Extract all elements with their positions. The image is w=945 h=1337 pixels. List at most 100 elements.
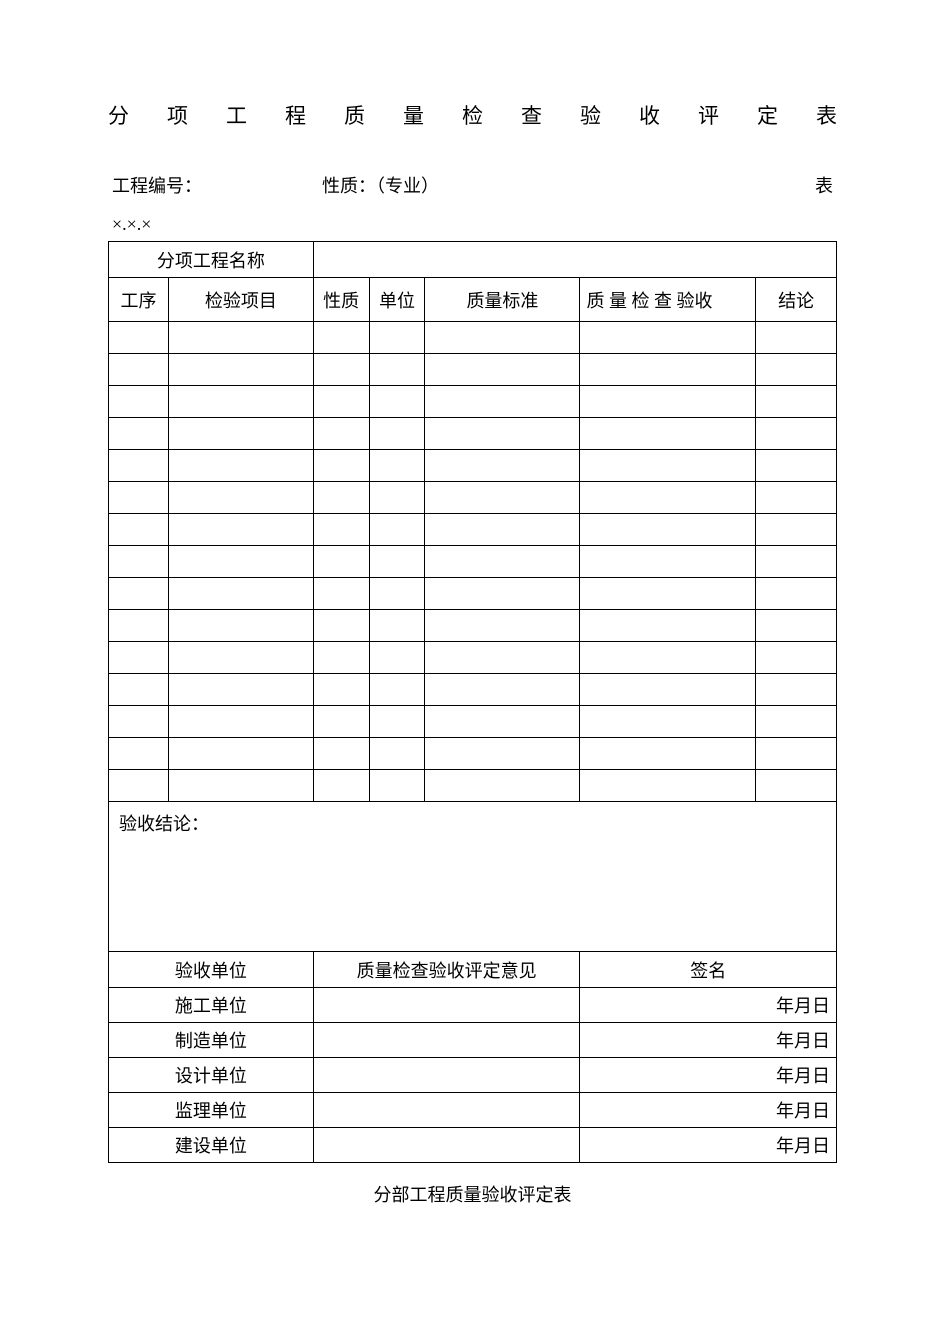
table-cell [369, 514, 425, 546]
table-cell [168, 642, 313, 674]
signature-unit-label: 施工单位 [109, 988, 314, 1023]
table-cell [313, 674, 369, 706]
signature-row: 建设单位年月日 [109, 1128, 837, 1163]
table-cell [168, 738, 313, 770]
th-sub-project-value [313, 242, 836, 278]
signature-row: 监理单位年月日 [109, 1093, 837, 1128]
table-cell [756, 514, 837, 546]
table-cell [168, 706, 313, 738]
table-cell [580, 610, 756, 642]
table-cell [756, 354, 837, 386]
table-row [109, 450, 837, 482]
table-cell [168, 450, 313, 482]
signature-header-row: 验收单位 质量检查验收评定意见 签名 [109, 952, 837, 988]
table-cell [109, 322, 169, 354]
signature-opinion-cell [313, 1128, 580, 1163]
table-cell [425, 738, 580, 770]
table-cell [369, 322, 425, 354]
table-cell [369, 354, 425, 386]
th-sub-project-name: 分项工程名称 [109, 242, 314, 278]
table-cell [425, 770, 580, 802]
table-cell [313, 418, 369, 450]
table-cell [425, 322, 580, 354]
table-cell [313, 578, 369, 610]
signature-date-cell: 年月日 [580, 1093, 837, 1128]
table-cell [425, 546, 580, 578]
table-row [109, 578, 837, 610]
table-cell [369, 738, 425, 770]
table-cell [168, 546, 313, 578]
th-nature: 性质 [313, 278, 369, 322]
table-cell [425, 674, 580, 706]
table-cell [425, 354, 580, 386]
table-cell [580, 642, 756, 674]
table-cell [369, 450, 425, 482]
table-row [109, 482, 837, 514]
table-cell [580, 578, 756, 610]
table-row [109, 322, 837, 354]
table-cell [369, 770, 425, 802]
table-cell [109, 738, 169, 770]
signature-row: 施工单位年月日 [109, 988, 837, 1023]
signature-unit-label: 制造单位 [109, 1023, 314, 1058]
signature-opinion-cell [313, 1093, 580, 1128]
table-header-row-2: 工序 检验项目 性质 单位 质量标准 质 量 检 查 验收 结论 [109, 278, 837, 322]
table-cell [756, 738, 837, 770]
table-cell [425, 418, 580, 450]
th-procedure: 工序 [109, 278, 169, 322]
table-row [109, 770, 837, 802]
table-cell [580, 514, 756, 546]
table-cell [168, 770, 313, 802]
th-conclusion: 结论 [756, 278, 837, 322]
table-cell [313, 770, 369, 802]
table-row [109, 738, 837, 770]
table-cell [313, 706, 369, 738]
table-cell [313, 450, 369, 482]
table-row [109, 418, 837, 450]
table-cell [756, 482, 837, 514]
table-cell [756, 770, 837, 802]
page: 分 项 工 程 质 量 检 查 验 收 评 定 表 工程编号： 性质：（专业） … [0, 0, 945, 1207]
table-cell [313, 386, 369, 418]
table-cell [109, 386, 169, 418]
table-cell [168, 578, 313, 610]
table-cell [580, 706, 756, 738]
nature-label: 性质：（专业） [322, 172, 793, 198]
table-cell [369, 546, 425, 578]
table-cell [369, 674, 425, 706]
table-cell [109, 514, 169, 546]
table-cell [756, 322, 837, 354]
th-opinion: 质量检查验收评定意见 [313, 952, 580, 988]
table-cell [109, 482, 169, 514]
table-cell [369, 706, 425, 738]
table-header-row-1: 分项工程名称 [109, 242, 837, 278]
th-inspection-item: 检验项目 [168, 278, 313, 322]
th-signature: 签名 [580, 952, 837, 988]
th-acceptance-unit: 验收单位 [109, 952, 314, 988]
table-cell [313, 546, 369, 578]
table-cell [168, 610, 313, 642]
table-cell [425, 706, 580, 738]
signature-opinion-cell [313, 988, 580, 1023]
table-code: ×.×.× [108, 214, 837, 235]
table-cell [580, 770, 756, 802]
table-cell [425, 514, 580, 546]
table-cell [425, 578, 580, 610]
table-row [109, 514, 837, 546]
table-cell [109, 450, 169, 482]
signature-opinion-cell [313, 1023, 580, 1058]
table-label: 表 [793, 172, 833, 198]
table-cell [580, 738, 756, 770]
table-cell [168, 514, 313, 546]
table-cell [109, 354, 169, 386]
table-cell [168, 386, 313, 418]
table-row [109, 354, 837, 386]
signature-row: 制造单位年月日 [109, 1023, 837, 1058]
table-cell [313, 482, 369, 514]
main-table: 分项工程名称 工序 检验项目 性质 单位 质量标准 质 量 检 查 验收 结论 … [108, 241, 837, 1163]
table-cell [313, 322, 369, 354]
table-cell [369, 642, 425, 674]
table-cell [580, 546, 756, 578]
table-cell [756, 546, 837, 578]
page-title: 分 项 工 程 质 量 检 查 验 收 评 定 表 [108, 100, 837, 130]
